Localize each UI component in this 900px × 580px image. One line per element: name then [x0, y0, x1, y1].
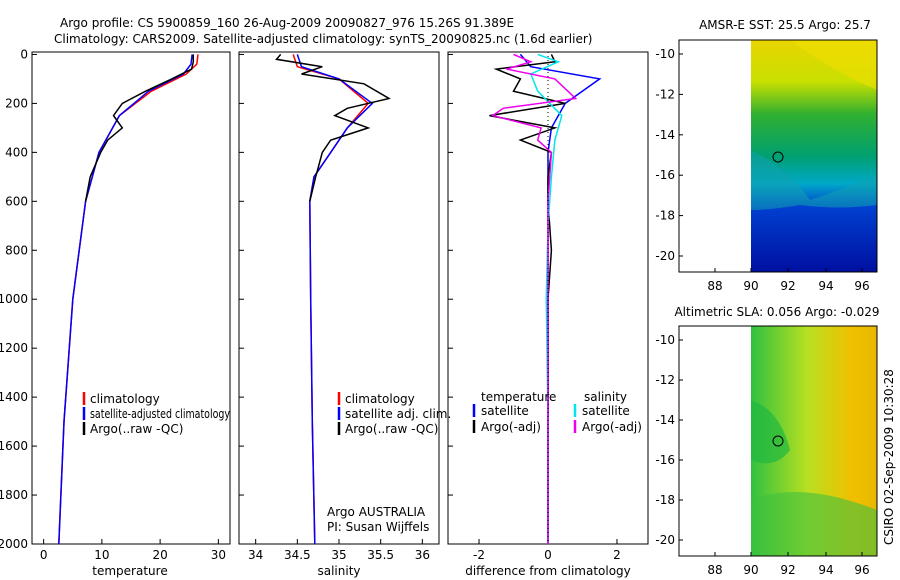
sst-heatmap-band: [751, 150, 877, 210]
figure-title-line2: Climatology: CARS2009. Satellite-adjuste…: [54, 32, 592, 46]
temperature-panel: [31, 51, 231, 545]
sla-ytick-label: -14: [655, 413, 675, 427]
depth-tick-label: 1000: [0, 292, 28, 306]
temp-legend-argo: Argo(..raw -QC): [90, 422, 183, 436]
sst-ytick-label: -20: [655, 249, 675, 263]
depth-tick-label: 400: [5, 145, 28, 159]
difference-xtick-label: 2: [613, 548, 621, 562]
temperature-xlabel: temperature: [92, 564, 167, 578]
temperature-xtick-label: 20: [152, 548, 167, 562]
salinity-xtick-label: 35.5: [367, 548, 394, 562]
sla-xtick-label: 92: [780, 563, 795, 577]
depth-tick-label: 1400: [0, 390, 28, 404]
sal-annotation-1: Argo AUSTRALIA: [327, 505, 426, 519]
sst-ytick-label: -14: [655, 128, 675, 142]
sst-ytick-label: -16: [655, 168, 675, 182]
sal-legend-sat: satellite adj. clim.: [345, 407, 451, 421]
temperature-series-climatology: [58, 54, 199, 545]
difference-xlabel: difference from climatology: [465, 564, 631, 578]
sst-ytick-label: -18: [655, 209, 675, 223]
difference-series-salinity-satellite: [529, 53, 563, 544]
sla-map-title: Altimetric SLA: 0.056 Argo: -0.029: [674, 305, 879, 319]
sal-legend-argo: Argo(..raw -QC): [345, 422, 438, 436]
temp-legend-sat: satellite-adjusted climatology: [90, 407, 230, 421]
diff-legend-ssat: satellite: [582, 404, 630, 418]
diff-legend-targo: Argo(-adj): [481, 420, 541, 434]
sst-heatmap-warm: [790, 40, 877, 90]
sla-heatmap-bottom: [751, 492, 877, 556]
sst-map-title: AMSR-E SST: 25.5 Argo: 25.7: [699, 18, 871, 32]
depth-tick-label: 1600: [0, 439, 28, 453]
sst-ytick-label: -10: [655, 47, 675, 61]
difference-xtick-label: -2: [473, 548, 485, 562]
profile-lines: 0 10 20 30 34 34.5 35 35.5 36 -2 0 2: [32, 53, 621, 562]
depth-axis: 0 200 400 600 800 1000 1200 1400 1600 1800 2000: [0, 47, 28, 551]
sla-xtick-label: 96: [854, 563, 869, 577]
sla-map-frame: [678, 325, 878, 557]
salinity-series-satellite-adj-clim-: [296, 54, 374, 545]
sla-xtick-label: 90: [743, 563, 758, 577]
depth-tick-label: 800: [5, 243, 28, 257]
depth-tick-label: 0: [20, 47, 28, 61]
difference-xtick-label: 0: [544, 548, 552, 562]
sla-xtick-label: 88: [707, 563, 722, 577]
salinity-xtick-label: 36: [415, 548, 430, 562]
temperature-series-satellite-adjusted-climatology: [58, 54, 193, 545]
difference-series-salinity-argo-adj-: [491, 53, 578, 544]
sla-heatmap-low: [751, 400, 790, 464]
depth-tick-label: 200: [5, 96, 28, 110]
sla-ytick-label: -16: [655, 453, 675, 467]
temperature-xtick-label: 10: [94, 548, 109, 562]
sla-ytick-label: -20: [655, 533, 675, 547]
sla-ytick-label: -18: [655, 493, 675, 507]
temperature-xtick-label: 30: [211, 548, 226, 562]
salinity-series-argo: [275, 53, 391, 202]
sst-argo-marker: [772, 151, 784, 163]
csiro-stamp: CSIRO 02-Sep-2009 10:30:28: [882, 369, 896, 545]
salinity-xlabel: salinity: [317, 564, 360, 578]
sal-annotation-2: PI: Susan Wijffels: [327, 520, 429, 534]
sla-ytick-label: -10: [655, 333, 675, 347]
diff-legend-sargo: Argo(-adj): [582, 420, 642, 434]
temperature-xtick-label: 0: [40, 548, 48, 562]
sst-xtick-label: 96: [854, 279, 869, 293]
salinity-xtick-label: 35: [331, 548, 346, 562]
temperature-series-argo: [84, 54, 195, 202]
sla-axes: 88 90 92 94 96 -10 -12 -14 -16 -18 -20: [655, 333, 869, 577]
depth-tick-label: 600: [5, 194, 28, 208]
salinity-xtick-label: 34: [248, 548, 263, 562]
diff-legend-tsat: satellite: [481, 404, 529, 418]
depth-tick-label: 1200: [0, 341, 28, 355]
sst-xtick-label: 90: [743, 279, 758, 293]
depth-tick-label: 1800: [0, 488, 28, 502]
difference-series-temperature-satellite: [519, 53, 602, 544]
salinity-series-climatology: [292, 54, 370, 545]
depth-tick-label: 2000: [0, 537, 28, 551]
diff-legend-temp-header: temperature: [481, 390, 556, 404]
sst-xtick-label: 88: [707, 279, 722, 293]
salinity-panel: [238, 51, 440, 545]
sst-ytick-label: -12: [655, 87, 675, 101]
figure-title-line1: Argo profile: CS 5900859_160 26-Aug-2009…: [60, 16, 514, 30]
sla-xtick-label: 94: [818, 563, 833, 577]
sst-xtick-label: 94: [818, 279, 833, 293]
diff-legend-sal-header: salinity: [584, 390, 627, 404]
difference-series-temperature-argo-adj-: [489, 54, 566, 544]
salinity-xtick-label: 34.5: [284, 548, 311, 562]
sst-xtick-label: 92: [780, 279, 795, 293]
sal-legend-clim: climatology: [345, 392, 415, 406]
sla-argo-marker: [772, 435, 784, 447]
sst-map-frame: [678, 39, 878, 273]
sst-axes: 88 90 92 94 96 -10 -12 -14 -16 -18 -20: [655, 47, 869, 293]
sla-ytick-label: -12: [655, 373, 675, 387]
temp-legend-clim: climatology: [90, 392, 160, 406]
